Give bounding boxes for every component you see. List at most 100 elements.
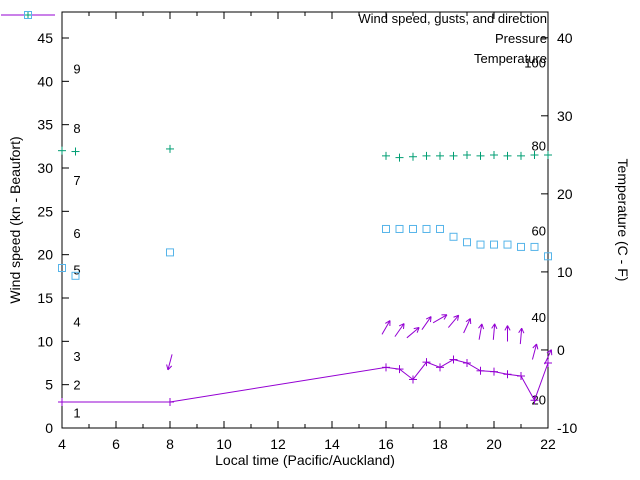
wind-direction-arrow [478, 323, 483, 340]
temperature-point [503, 240, 512, 249]
beaufort-scale-label: 6 [73, 226, 80, 241]
beaufort-scale-label: 7 [73, 173, 80, 188]
beaufort-scale-label: 3 [73, 349, 80, 364]
wind-direction-arrowhead [385, 320, 391, 324]
wind-direction-arrowhead [532, 343, 537, 349]
legend-label-pressure: Pressure [494, 30, 547, 46]
x-tick-label: 14 [324, 436, 340, 452]
y2-tick-label: -10 [557, 420, 577, 436]
wind-direction-arrow [432, 314, 448, 324]
legend-square-sample [24, 11, 32, 19]
temperature-point [58, 264, 66, 272]
legend-item-pressure: Pressure [0, 11, 547, 48]
y-tick-label: 35 [37, 117, 53, 133]
right-scale-label: 20 [532, 392, 546, 407]
beaufort-scale-label: 1 [73, 405, 80, 420]
wind-direction-arrowhead [491, 323, 496, 329]
y2-tick-label: 0 [557, 342, 565, 358]
temperature-point [517, 242, 525, 251]
x-tick-label: 6 [112, 436, 120, 452]
wind-direction-arrow [519, 328, 523, 345]
wind-direction-arrow [381, 320, 391, 335]
y2-tick-label: 30 [557, 108, 573, 124]
temperature-point [449, 232, 458, 241]
x-axis-title: Local time (Pacific/Auckland) [215, 452, 395, 468]
beaufort-scale-label: 9 [73, 61, 80, 76]
wind-direction-arrowhead [167, 365, 173, 371]
wind-direction-arrowhead [507, 325, 511, 331]
wind-direction-arrow [531, 343, 538, 360]
y2-tick-label: 40 [557, 30, 573, 46]
wind-direction-arrowhead [416, 327, 420, 333]
right-scale-label: 40 [532, 310, 546, 325]
wind-direction-arrowhead [536, 343, 539, 350]
y-tick-label: 10 [37, 333, 53, 349]
wind-direction-arrowhead [481, 323, 485, 330]
temperature-point [476, 240, 485, 249]
chart-legend: Wind speed, gusts, and direction Pressur… [0, 8, 547, 68]
legend-item-wind: Wind speed, gusts, and direction [0, 8, 547, 28]
temperature-point [530, 242, 539, 251]
wind-direction-arrow [492, 323, 496, 340]
x-tick-label: 12 [270, 436, 286, 452]
beaufort-scale-label: 2 [73, 378, 80, 393]
y2-tick-label: 20 [557, 186, 573, 202]
wind-direction-arrowhead [518, 327, 523, 334]
temperature-point [490, 240, 498, 249]
y-tick-label: 0 [45, 420, 53, 436]
temperature-point [544, 252, 552, 261]
y-tick-label: 25 [37, 203, 53, 219]
x-tick-label: 8 [166, 436, 174, 452]
wind-direction-arrowhead [494, 323, 498, 330]
y-tick-label: 40 [37, 73, 53, 89]
legend-item-temperature: Temperature [0, 11, 547, 68]
wind-direction-arrowhead [465, 318, 471, 323]
y-tick-label: 20 [37, 247, 53, 263]
beaufort-scale-label: 8 [73, 121, 80, 136]
wind-direction-arrowhead [457, 315, 460, 321]
y-tick-label: 30 [37, 160, 53, 176]
right-scale-label: 100 [524, 55, 546, 70]
x-tick-label: 16 [378, 436, 394, 452]
temperature-point [166, 248, 174, 257]
wind-direction-arrow [167, 354, 173, 370]
wind-direction-arrowhead [443, 314, 448, 320]
x-tick-label: 18 [432, 436, 448, 452]
wind-direction-arrowhead [398, 323, 405, 327]
wind-direction-arrow [394, 323, 405, 337]
legend-label-wind: Wind speed, gusts, and direction [358, 10, 547, 26]
y-axis-title: Wind speed (kn - Beaufort) [7, 136, 23, 304]
y2-axis-title: Temperature (C - F) [615, 158, 631, 282]
temperature-point [409, 224, 417, 233]
right-scale-label: 80 [532, 138, 546, 153]
wind-direction-arrow [421, 316, 432, 330]
wind-direction-arrow [406, 327, 420, 339]
legend-label-temperature: Temperature [474, 50, 547, 66]
wind-direction-arrowhead [478, 323, 483, 329]
wind-direction-arrow [544, 349, 552, 365]
beaufort-scale-label: 5 [73, 262, 80, 277]
pressure-legend-marker-icon [24, 11, 32, 19]
temperature-point [395, 224, 404, 233]
y-tick-label: 15 [37, 290, 53, 306]
y-tick-label: 45 [37, 30, 53, 46]
temperature-point [436, 224, 444, 233]
wind-direction-arrowhead [413, 327, 420, 330]
wind-direction-arrowhead [521, 327, 525, 334]
wind-speed-line [62, 358, 549, 403]
temperature-point [422, 224, 431, 233]
wind-direction-arrowhead [429, 316, 432, 323]
x-tick-label: 20 [486, 436, 502, 452]
x-tick-label: 22 [540, 436, 556, 452]
wind-direction-arrowhead [546, 349, 552, 354]
y2-tick-label: 10 [557, 264, 573, 280]
temperature-point [463, 238, 471, 247]
wind-direction-arrowhead [166, 364, 169, 370]
y-tick-label: 5 [45, 377, 53, 393]
x-tick-label: 10 [216, 436, 232, 452]
temperature-point [382, 224, 390, 233]
temperature-point [71, 271, 80, 280]
wind-direction-arrow [463, 318, 471, 334]
